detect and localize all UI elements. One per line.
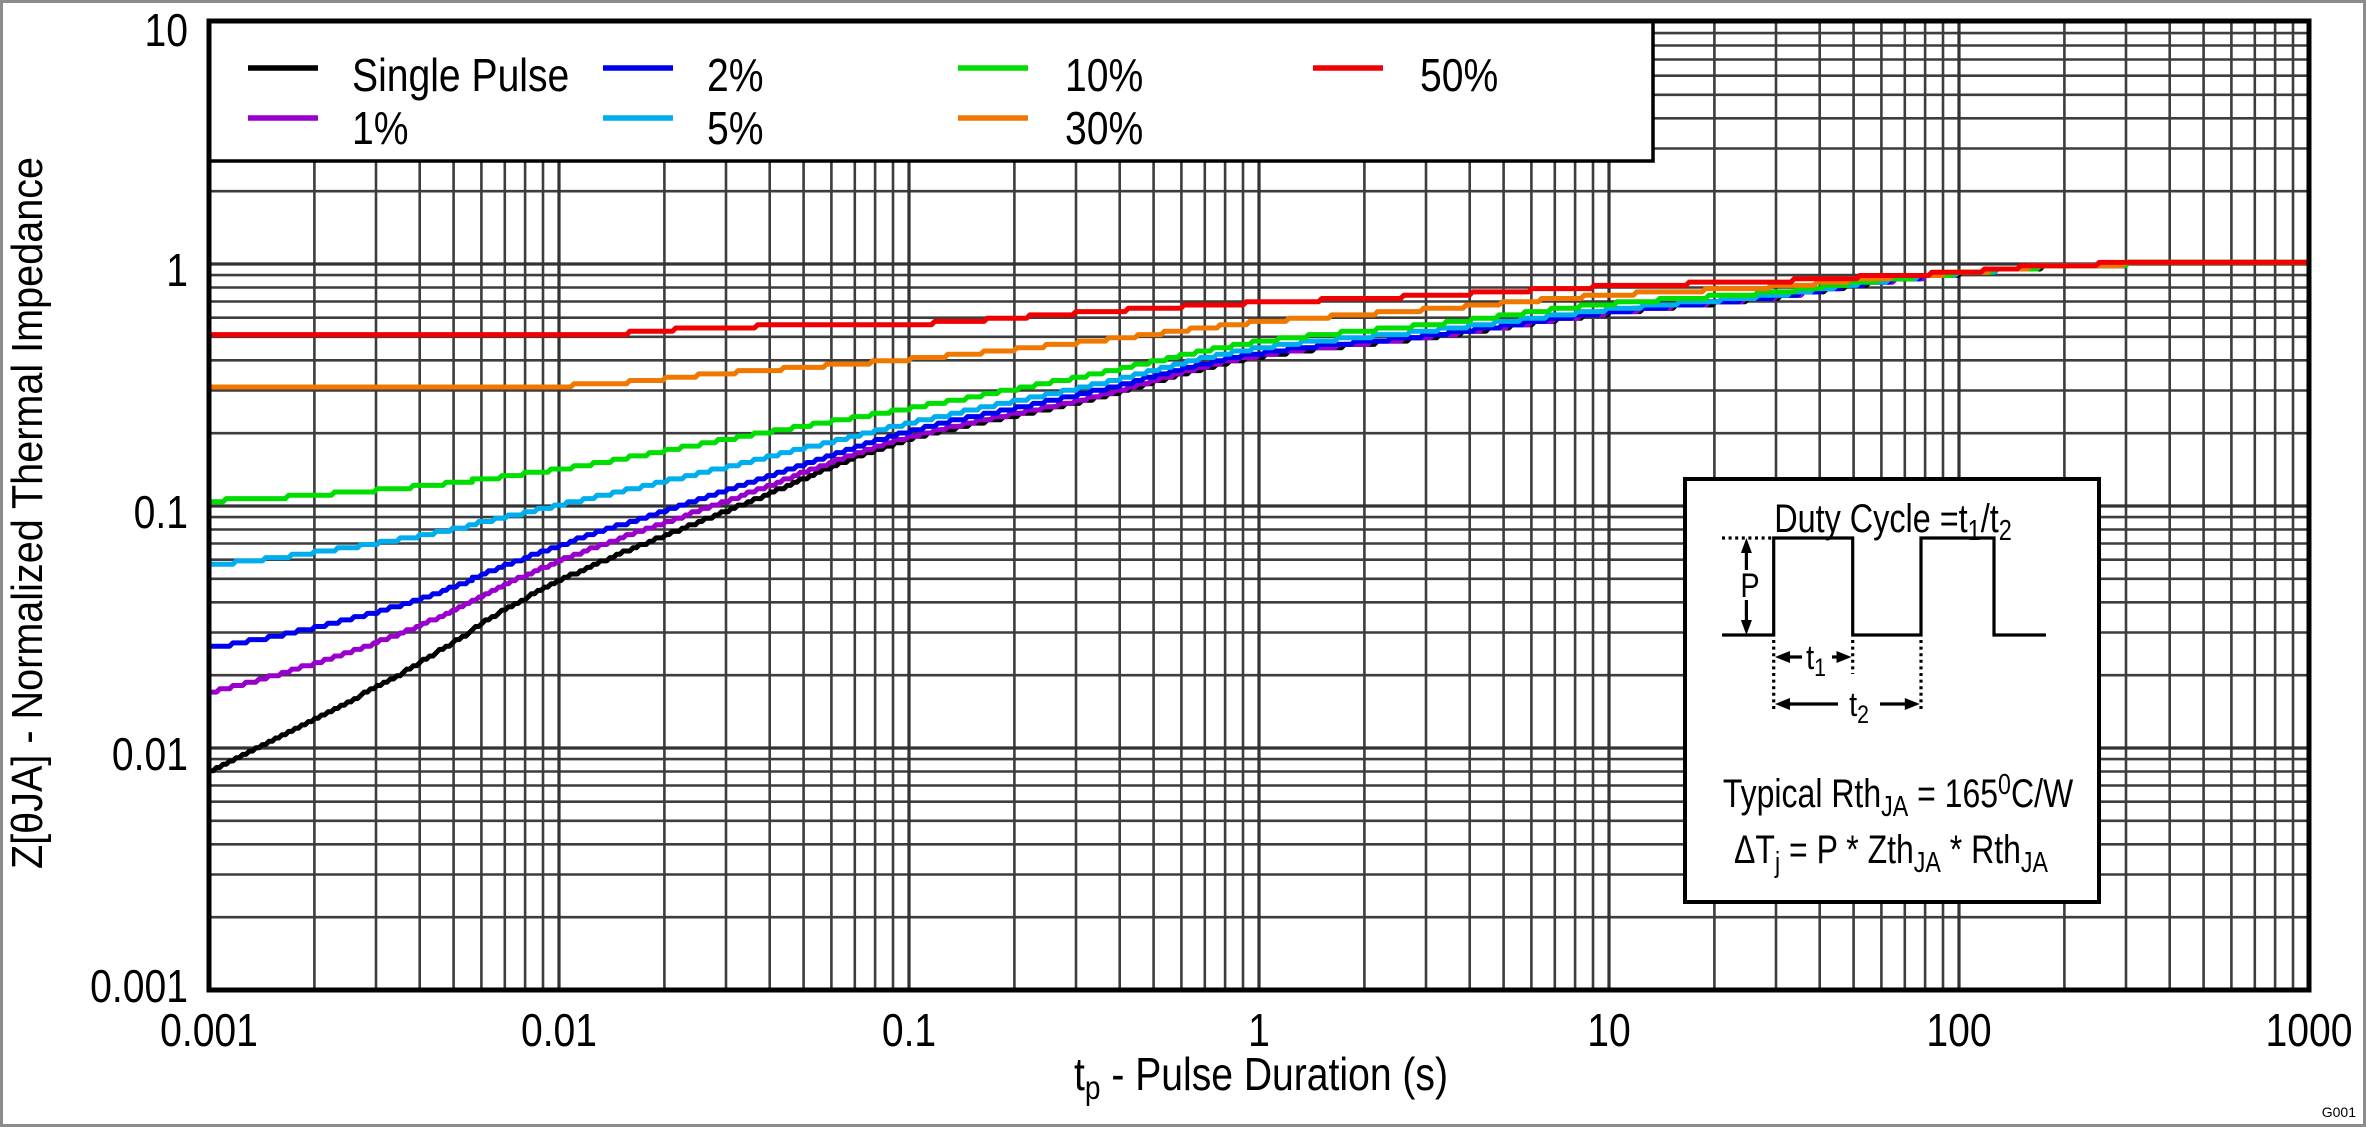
svg-text:2%: 2% [707, 50, 764, 102]
svg-text:30%: 30% [1065, 103, 1143, 155]
svg-text:10: 10 [145, 5, 188, 57]
svg-text:ΔTj = P * ZthJA * RthJA: ΔTj = P * ZthJA * RthJA [1734, 827, 2048, 879]
svg-text:0.01: 0.01 [112, 729, 188, 781]
svg-text:0.01: 0.01 [521, 1005, 597, 1057]
svg-text:1: 1 [1248, 1005, 1270, 1057]
svg-text:10: 10 [1587, 1005, 1630, 1057]
svg-text:0.001: 0.001 [160, 1005, 258, 1057]
svg-text:Single Pulse: Single Pulse [352, 50, 569, 102]
svg-text:tp - Pulse Duration (s): tp - Pulse Duration (s) [1074, 1049, 1448, 1106]
svg-text:50%: 50% [1420, 50, 1498, 102]
svg-text:0.001: 0.001 [90, 961, 188, 1013]
svg-text:G001: G001 [2322, 1104, 2356, 1120]
svg-text:Typical RthJA = 1650C/W: Typical RthJA = 1650C/W [1723, 767, 2074, 822]
svg-text:0.1: 0.1 [882, 1005, 936, 1057]
svg-text:100: 100 [1926, 1005, 1991, 1057]
svg-text:P: P [1740, 566, 1759, 605]
svg-text:1000: 1000 [2266, 1005, 2353, 1057]
svg-text:Z[θJA] - Normalized Thermal Im: Z[θJA] - Normalized Thermal Impedance [2, 157, 51, 869]
svg-text:0.1: 0.1 [134, 487, 188, 539]
svg-text:10%: 10% [1065, 50, 1143, 102]
svg-text:5%: 5% [707, 103, 764, 155]
svg-text:1: 1 [166, 245, 188, 297]
svg-text:1%: 1% [352, 103, 409, 155]
